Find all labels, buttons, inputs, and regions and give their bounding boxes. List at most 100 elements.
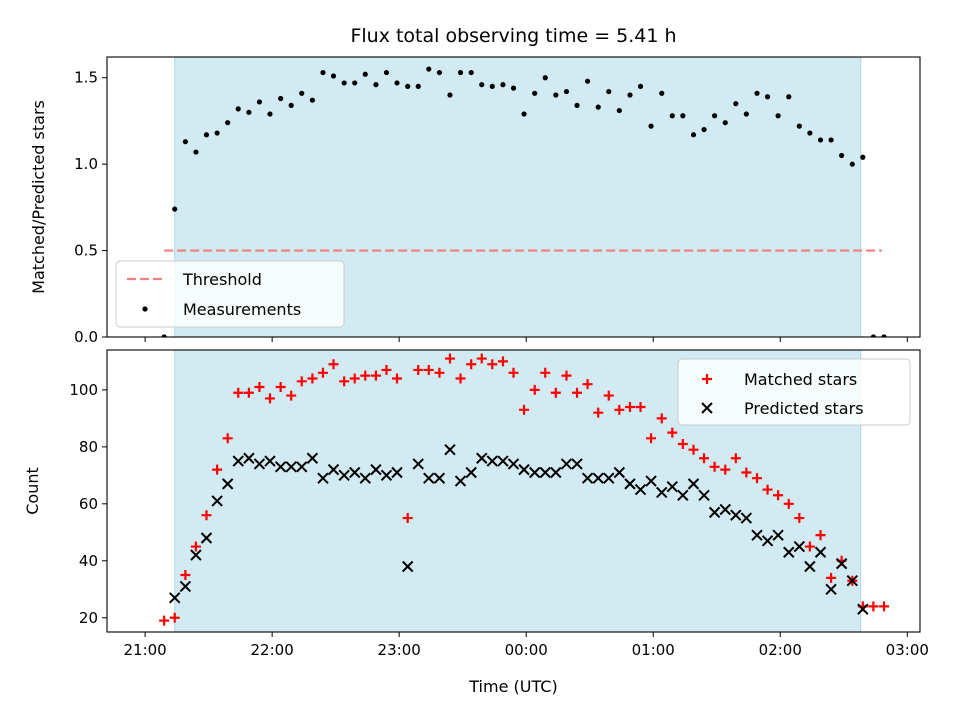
measurement-point (542, 75, 548, 81)
measurement-point (415, 83, 421, 89)
measurement-point (288, 102, 294, 108)
measurement-point (754, 90, 760, 96)
measurement-point (479, 82, 485, 88)
predicted-stars-point (751, 529, 763, 541)
predicted-stars-point (380, 469, 393, 482)
measurement-point (648, 123, 654, 129)
matched-stars-point (349, 373, 360, 384)
x-tick-label: 01:00 (632, 641, 675, 659)
measurement-point (182, 139, 188, 145)
matched-stars-point (794, 513, 805, 524)
measurement-point (733, 101, 739, 107)
axes-frame (106, 56, 921, 338)
measurement-point (786, 94, 792, 100)
matched-stars-point (550, 387, 561, 398)
measurement-point (701, 126, 707, 133)
matched-stars-point (381, 364, 392, 375)
series-predicted-stars (169, 443, 869, 615)
matched-stars-point (529, 384, 540, 395)
measurement-point (817, 137, 824, 143)
measurement-point (426, 66, 432, 72)
matched-stars-point (360, 370, 371, 381)
matched-stars-point (783, 498, 794, 509)
predicted-stars-point (253, 458, 266, 470)
measurement-point (193, 149, 199, 155)
matched-stars-point (434, 367, 445, 378)
predicted-stars-point (211, 495, 223, 507)
predicted-stars-point (698, 489, 710, 501)
matched-stars-point (720, 464, 731, 475)
predicted-stars-point (264, 455, 276, 467)
predicted-stars-point (814, 546, 827, 558)
matched-stars-point (169, 612, 180, 623)
matched-stars-point (519, 404, 530, 415)
measurement-point (330, 73, 337, 79)
y-tick-label: 80 (79, 438, 98, 456)
matched-stars-point (709, 461, 720, 472)
predicted-stars-point (793, 540, 806, 553)
predicted-stars-point (804, 560, 816, 573)
legend-matched-label: Matched stars (744, 370, 857, 389)
measurement-point (616, 107, 622, 114)
matched-stars-point (699, 453, 710, 464)
matched-stars-point (264, 393, 275, 404)
matched-stars-point (307, 373, 318, 384)
predicted-stars-point (603, 472, 615, 484)
matched-stars-point (508, 367, 519, 378)
measurement-point (553, 92, 559, 98)
predicted-stars-point (465, 466, 477, 479)
x-tick-label: 00:00 (505, 641, 548, 659)
matched-stars-point (773, 490, 784, 501)
y-tick-label: 40 (79, 552, 98, 570)
matched-stars-point (233, 387, 244, 398)
matched-stars-point (540, 367, 551, 378)
predicted-stars-point (317, 472, 329, 484)
measurement-point (764, 94, 771, 100)
predicted-stars-point (581, 472, 594, 484)
predicted-stars-point (518, 463, 530, 476)
matched-stars-point (741, 467, 752, 478)
predicted-stars-point (179, 580, 192, 593)
matched-stars-point (444, 353, 455, 364)
measurement-point (510, 85, 517, 91)
measurement-point (521, 111, 527, 117)
measurement-point (637, 83, 644, 89)
y-tick-label: 60 (79, 495, 98, 513)
matched-stars-point (180, 570, 191, 581)
measurement-point (584, 78, 591, 84)
matched-stars-point (402, 513, 413, 524)
measurement-point (214, 130, 220, 136)
predicted-stars-point (772, 529, 784, 541)
predicted-stars-point (761, 535, 774, 547)
predicted-stars-point (613, 466, 626, 479)
predicted-stars-point (486, 455, 498, 467)
matched-stars-point (317, 367, 328, 378)
predicted-stars-point (497, 455, 509, 467)
measurement-point (680, 113, 686, 119)
matched-stars-point (572, 387, 583, 398)
predicted-stars-point (401, 560, 414, 573)
predicted-stars-point (730, 509, 742, 521)
matched-stars-point (254, 382, 265, 393)
predicted-stars-point (529, 466, 541, 479)
predicted-stars-point (539, 466, 551, 479)
predicted-stars-point (359, 472, 371, 484)
matched-stars-point (603, 390, 614, 401)
matched-stars-point (275, 382, 286, 393)
predicted-stars-point (708, 506, 721, 519)
measurement-point (341, 80, 347, 86)
measurement-point (595, 104, 601, 110)
predicted-stars-point (560, 458, 573, 470)
measurement-point (489, 83, 495, 89)
measurement-point (362, 71, 368, 77)
measurement-point (172, 206, 178, 212)
axes-frame (106, 349, 921, 633)
predicted-stars-point (423, 472, 435, 484)
matched-stars-point (752, 473, 763, 484)
matched-stars-point (455, 373, 466, 384)
matched-stars-point (762, 484, 773, 495)
matched-stars-point (222, 433, 233, 444)
predicted-stars-point (243, 452, 255, 464)
y-tick-label: 0.0 (74, 328, 98, 346)
matched-stars-point (868, 601, 879, 612)
